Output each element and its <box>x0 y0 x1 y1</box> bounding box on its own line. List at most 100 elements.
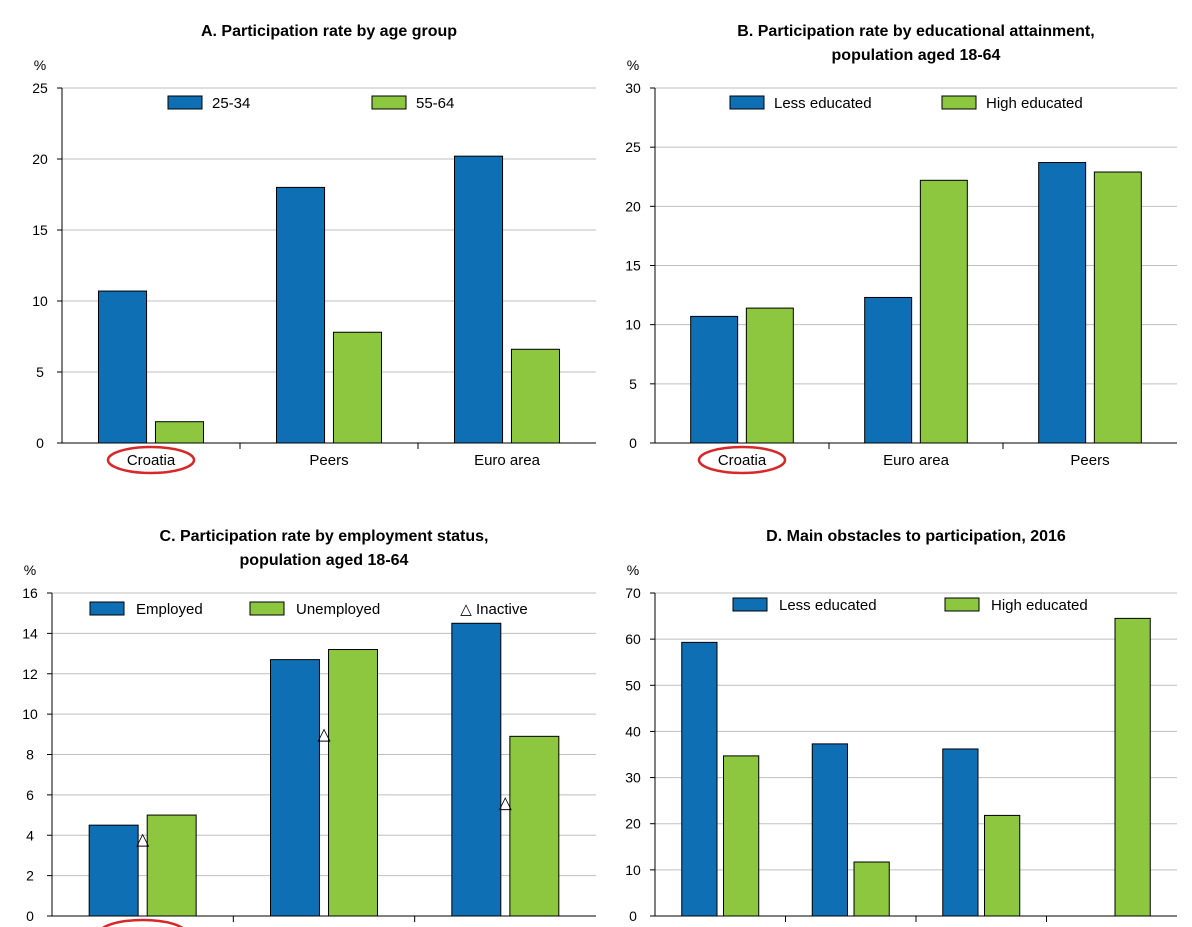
bar-croatia-25-34 <box>97 290 148 444</box>
highlight-ellipse-croatia <box>102 918 184 927</box>
y-tick-label: 15 <box>32 222 48 238</box>
legend-swatch-high-educated <box>944 597 980 612</box>
panel-d: D. Main obstacles to participation, 2016… <box>625 528 1177 927</box>
legend-label-inactive: Inactive <box>476 601 528 618</box>
category-label-peers: Peers <box>486 925 525 927</box>
y-tick-label: 20 <box>625 198 641 214</box>
legend-label-55-64: 55-64 <box>416 95 454 112</box>
category-label-croatia: Croatia <box>718 452 767 469</box>
y-tick-label: 25 <box>32 80 48 96</box>
y-tick-label: 2 <box>26 868 34 884</box>
legend-swatch-employed <box>89 601 125 616</box>
bar-euro-area-55-64 <box>510 348 561 444</box>
y-tick-label: 20 <box>32 151 48 167</box>
y-tick-label: 16 <box>22 585 38 601</box>
y-tick-label: 30 <box>625 770 641 786</box>
category-label-costs: Costs <box>701 925 739 927</box>
legend-swatch-55-64 <box>371 95 407 110</box>
bar-schedule-high-educated <box>1114 617 1151 917</box>
category-label-peers: Peers <box>309 452 348 469</box>
highlight-ellipse-croatia <box>106 445 196 475</box>
panel-b-title: B. Participation rate by educational att… <box>737 23 1094 40</box>
category-label-croatia: Croatia <box>127 452 176 469</box>
legend-label-less-educated: Less educated <box>774 95 872 112</box>
panel-b-title: population aged 18-64 <box>832 47 1001 64</box>
y-tick-label: 10 <box>32 293 48 309</box>
y-tick-label: 25 <box>625 139 641 155</box>
legend-label-employed: Employed <box>136 601 203 618</box>
y-tick-label: 50 <box>625 677 641 693</box>
y-tick-label: 0 <box>26 908 34 924</box>
panel-a-title: A. Participation rate by age group <box>201 23 457 40</box>
panel-c-title: population aged 18-64 <box>240 552 409 569</box>
y-tick-label: 70 <box>625 585 641 601</box>
bar-euro-area-unemployed <box>328 649 378 917</box>
y-tick-label: 5 <box>629 376 637 392</box>
bar-peers-high-educated <box>1093 171 1142 444</box>
y-tick-label: 30 <box>625 80 641 96</box>
legend-label-25-34: 25-34 <box>212 95 250 112</box>
panel-d-title: D. Main obstacles to participation, 2016 <box>766 528 1066 545</box>
y-tick-label: 8 <box>26 747 34 763</box>
marker-peers-inactive: △ <box>499 793 513 812</box>
bar-euro-area-high-educated <box>919 179 968 444</box>
y-tick-label: 10 <box>625 862 641 878</box>
category-label-family-reasons: Family reasons <box>930 925 1032 927</box>
category-label-peers: Peers <box>1070 452 1109 469</box>
y-tick-label: 5 <box>36 364 44 380</box>
bar-peers-unemployed <box>509 735 560 917</box>
marker-euro-area-inactive: △ <box>317 724 331 743</box>
legend-swatch-high-educated <box>941 95 977 110</box>
category-label-euro-area: Euro area <box>883 452 950 469</box>
panel-b: B. Participation rate by educational att… <box>625 23 1177 475</box>
y-unit-label: % <box>627 57 639 73</box>
bar-euro-area-less-educated <box>864 296 913 444</box>
y-unit-label: % <box>24 562 36 578</box>
bar-peers-55-64 <box>332 331 383 444</box>
y-tick-label: 14 <box>22 625 38 641</box>
y-unit-label: % <box>34 57 46 73</box>
legend-swatch-unemployed <box>249 601 285 616</box>
category-label-euro-area: Euro area <box>474 452 541 469</box>
bar-costs-high-educated <box>723 755 760 917</box>
y-tick-label: 15 <box>625 258 641 274</box>
legend-label-less-educated: Less educated <box>779 597 877 614</box>
bar-euro-area-25-34 <box>453 155 504 444</box>
panel-a: A. Participation rate by age group% 0 5 10 1… <box>32 23 596 475</box>
bar-distance-less-educated <box>811 743 848 917</box>
bar-family-reasons-high-educated <box>984 814 1021 917</box>
marker-croatia-inactive: △ <box>136 829 150 848</box>
bar-croatia-55-64 <box>154 421 205 444</box>
category-label-schedule: Schedule <box>1080 925 1143 927</box>
legend-label-high-educated: High educated <box>991 597 1088 614</box>
y-tick-label: 20 <box>625 816 641 832</box>
y-tick-label: 10 <box>22 706 38 722</box>
y-tick-label: 0 <box>36 435 44 451</box>
bar-croatia-unemployed <box>146 814 197 917</box>
bar-croatia-employed <box>88 824 139 917</box>
bar-peers-less-educated <box>1038 162 1087 444</box>
y-tick-label: 40 <box>625 723 641 739</box>
panel-c: C. Participation rate by employment stat… <box>22 528 596 927</box>
bar-croatia-less-educated <box>690 315 739 444</box>
legend-swatch-25-34 <box>167 95 203 110</box>
legend-label-high-educated: High educated <box>986 95 1083 112</box>
bar-euro-area-employed <box>270 659 320 917</box>
y-tick-label: 0 <box>629 908 637 924</box>
y-unit-label: % <box>627 562 639 578</box>
bar-distance-high-educated <box>853 861 890 917</box>
legend-label-unemployed: Unemployed <box>296 601 380 618</box>
y-tick-label: 60 <box>625 631 641 647</box>
bar-peers-employed <box>451 622 502 917</box>
category-label-distance: Distance <box>822 925 880 927</box>
legend-swatch-less-educated <box>729 95 765 110</box>
category-label-croatia: Croatia <box>118 925 167 927</box>
bar-family-reasons-less-educated <box>942 748 979 917</box>
category-label-euro-area: Euro area <box>291 925 358 927</box>
y-tick-label: 6 <box>26 787 34 803</box>
y-tick-label: 10 <box>625 317 641 333</box>
y-tick-label: 4 <box>26 827 34 843</box>
highlight-ellipse-croatia <box>697 445 787 475</box>
bar-peers-25-34 <box>275 186 326 444</box>
